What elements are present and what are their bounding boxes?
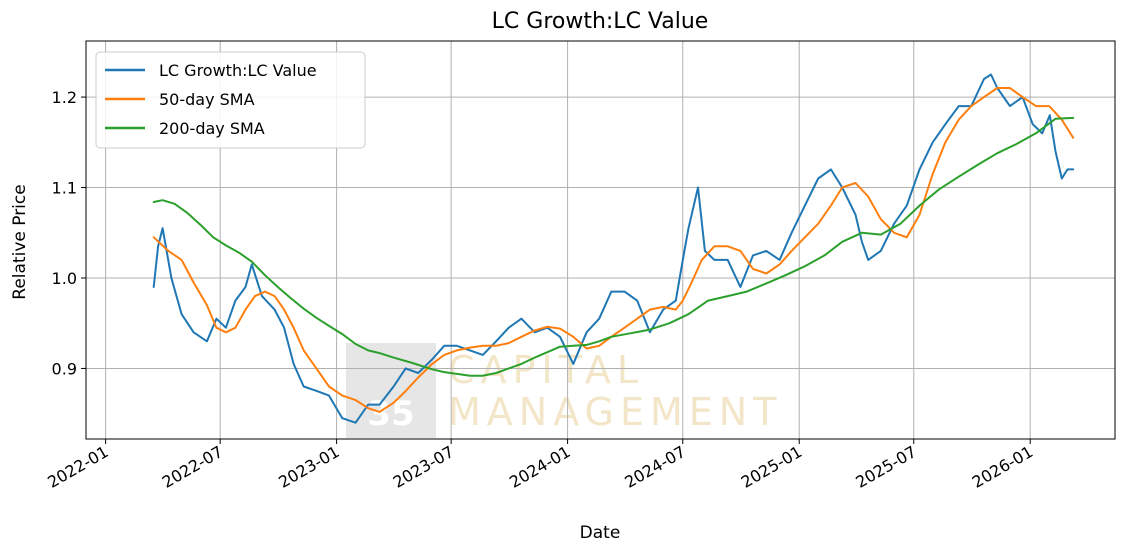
x-axis: 2022-01 2022-07 2023-01 2023-07 2024-01 2024-… xyxy=(44,439,1036,492)
x-tick-label: 2023-01 xyxy=(275,442,342,492)
x-tick-label: 2022-01 xyxy=(44,442,111,492)
legend: LC Growth:LC Value 50-day SMA 200-day SMA xyxy=(95,51,366,149)
y-tick-label: 1.0 xyxy=(52,269,77,288)
chart-title: LC Growth:LC Value xyxy=(492,9,709,34)
series-group xyxy=(152,73,1075,424)
x-tick-label: 2026-01 xyxy=(969,442,1036,492)
y-tick-label: 1.2 xyxy=(52,88,77,107)
x-tick-label: 2025-01 xyxy=(738,442,805,492)
x-tick-label: 2022-07 xyxy=(159,442,226,492)
legend-label: 200-day SMA xyxy=(159,119,265,138)
legend-label: LC Growth:LC Value xyxy=(159,61,317,80)
x-tick-label: 2024-07 xyxy=(621,442,688,492)
plot-frame xyxy=(85,40,1116,440)
watermark-number: 35 xyxy=(367,394,414,434)
legend-box xyxy=(95,51,366,149)
series-line-lc-growth-lc-value xyxy=(152,73,1075,424)
y-tick-label: 1.1 xyxy=(52,179,77,198)
y-axis-label: Relative Price xyxy=(10,184,30,299)
watermark-logo: 35 CAPITAL MANAGEMENT xyxy=(346,343,782,438)
x-tick-label: 2025-07 xyxy=(852,442,919,492)
y-axis: 0.9 1.0 1.1 1.2 xyxy=(52,88,86,378)
series-line-200-day-sma xyxy=(152,116,1075,377)
x-axis-label: Date xyxy=(580,523,621,543)
watermark-line2: MANAGEMENT xyxy=(448,390,782,434)
watermark-line1: CAPITAL xyxy=(448,348,644,392)
x-tick-label: 2024-01 xyxy=(506,442,573,492)
y-tick-label: 0.9 xyxy=(52,359,77,378)
x-tick-label: 2023-07 xyxy=(390,442,457,492)
legend-label: 50-day SMA xyxy=(159,90,255,109)
series-line-50-day-sma xyxy=(152,87,1075,413)
